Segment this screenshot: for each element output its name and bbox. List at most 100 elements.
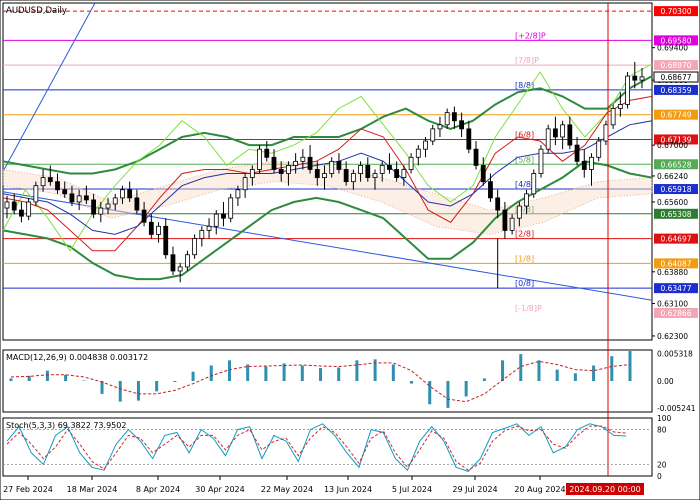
candle-body (329, 160, 335, 174)
macd-histogram-bar (355, 360, 359, 381)
candle-body (437, 124, 443, 130)
x-tick-label: 29 Jul 2024 (452, 485, 497, 494)
macd-histogram-bar (519, 354, 523, 381)
murrey-level-label: [0/8] (515, 279, 534, 288)
candle-body (105, 203, 111, 209)
y-tick-label: 0.69400 (657, 44, 688, 53)
price-level-tag (654, 258, 698, 269)
candle-body (228, 197, 234, 219)
candle-body (300, 156, 306, 162)
candle-body (430, 128, 436, 142)
candle-body (11, 201, 17, 211)
price-level-tag (654, 6, 698, 17)
murrey-level-label: [+2/8]P (515, 31, 546, 40)
murrey-level-label: [8/8] (515, 81, 534, 90)
candle-body (112, 197, 118, 205)
candle-body (632, 75, 638, 81)
macd-tick-label: -0.005241 (657, 404, 696, 413)
price-level-tag (654, 84, 698, 95)
stoch-tick-label: 80 (657, 426, 667, 435)
y-tick-label: 0.67000 (657, 141, 688, 150)
candle-body (91, 199, 96, 215)
price-level-tag (654, 184, 698, 195)
macd-histogram-bar (191, 371, 195, 381)
y-tick-label: 0.66240 (657, 172, 688, 181)
macd-histogram-bar (410, 381, 414, 384)
candle-body (553, 128, 558, 138)
price-level-label: 0.67139 (660, 135, 691, 144)
candle-body (524, 193, 529, 207)
candle-body (495, 197, 501, 211)
murrey-level-label: [3/8] (515, 205, 534, 214)
price-level-label: 0.66528 (660, 160, 691, 169)
price-level-tag (654, 35, 698, 46)
candle-body (221, 213, 226, 219)
candle-body (387, 165, 392, 170)
stoch-tick-label: 0 (657, 472, 662, 481)
candle-body (401, 169, 407, 178)
macd-histogram-bar (628, 351, 632, 381)
candle-body (33, 185, 39, 203)
macd-tick-label: 0.005318 (657, 350, 693, 359)
overlay-series-line (2, 63, 653, 252)
stoch-panel (2, 417, 653, 477)
candle-body (192, 238, 198, 256)
current-price-tag (653, 71, 699, 83)
candle-body (26, 201, 32, 217)
chart-title: AUDUSD,Daily (6, 6, 67, 16)
macd-histogram-bar (227, 360, 231, 381)
candle-body (581, 160, 587, 170)
stoch-line (6, 425, 627, 471)
macd-histogram-bar (282, 363, 286, 381)
candle-body (488, 181, 493, 199)
candle-body (350, 173, 356, 183)
trendline-down (2, 191, 653, 301)
candle-body (560, 124, 566, 138)
macd-histogram-bar (136, 381, 140, 401)
candle-body (423, 140, 428, 150)
candle-body (509, 217, 515, 231)
candle-body (120, 189, 125, 199)
candle-body (271, 156, 277, 170)
murrey-level-label: [1/8] (515, 254, 534, 263)
macd-histogram-bar (27, 375, 31, 381)
candle-body (343, 169, 349, 183)
candle-body (314, 169, 320, 178)
candle-body (83, 195, 89, 201)
candle-body (603, 124, 609, 142)
price-level-label: 0.63477 (660, 284, 691, 293)
murrey-level-label: [5/8] (515, 155, 534, 164)
candle-body (206, 225, 212, 231)
candle-body (264, 148, 270, 158)
murrey-level-label: [-1/8]P (515, 304, 542, 313)
macd-histogram-bar (246, 364, 250, 381)
murrey-level-label: [2/8] (515, 230, 534, 239)
overlay-series-line (2, 120, 653, 235)
candle-body (466, 128, 472, 150)
y-tick-label: 0.63880 (657, 268, 688, 277)
candle-body (596, 140, 602, 158)
macd-histogram-bar (118, 381, 122, 402)
candle-body (625, 75, 630, 105)
candle-body (55, 181, 60, 191)
candle-body (444, 112, 450, 126)
macd-histogram-bar (173, 381, 177, 382)
candle-body (4, 201, 10, 209)
macd-histogram-bar (45, 370, 49, 381)
price-level-label: 0.68970 (660, 61, 691, 70)
candle-body (372, 173, 378, 178)
murrey-level-label: [6/8] (515, 130, 534, 139)
candle-body (163, 225, 169, 256)
candle-body (242, 177, 248, 191)
candle-body (545, 128, 551, 150)
x-tick-label: 8 Apr 2024 (136, 485, 180, 494)
stoch-tick-label: 100 (657, 414, 672, 423)
candle-body (365, 165, 371, 178)
candle-body (502, 209, 508, 231)
candle-body (127, 189, 133, 199)
highlight-date-label: 2024.09.20 00:00 (569, 485, 640, 494)
macd-histogram-bar (319, 368, 322, 381)
macd-histogram-bar (446, 381, 450, 408)
price-level-label: 0.65308 (660, 210, 691, 219)
candle-body (156, 225, 161, 235)
